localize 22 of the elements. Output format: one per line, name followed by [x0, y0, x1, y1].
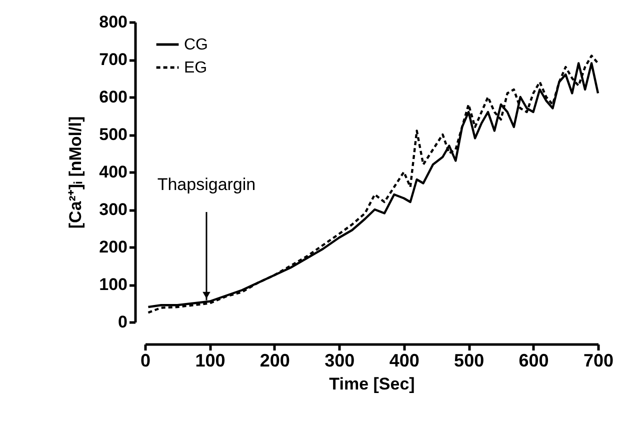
y-axis-title: [Ca²⁺]ᵢ [nMol/l]: [66, 116, 86, 229]
x-tick-label: 600: [518, 350, 549, 370]
x-tick-label: 200: [260, 350, 290, 370]
x-tick-label: 300: [324, 350, 355, 370]
y-tick-label: 800: [99, 12, 128, 32]
x-tick-label: 700: [583, 350, 614, 370]
x-tick-label: 500: [454, 350, 484, 370]
x-tick-label: 0: [140, 350, 151, 370]
y-tick-label: 500: [99, 125, 128, 144]
annotation: Thapsigargin: [157, 175, 256, 194]
y-tick-label: 700: [99, 50, 128, 69]
x-axis-title: Time [Sec]: [329, 374, 415, 394]
y-tick-label: 0: [118, 312, 128, 332]
x-tick-label: 100: [195, 350, 226, 370]
legend-label: EG: [184, 60, 208, 76]
y-tick-label: 300: [99, 200, 128, 219]
y-tick-label: 600: [99, 88, 128, 106]
y-tick-label: 400: [99, 162, 128, 182]
y-tick-label: 200: [99, 238, 128, 256]
y-tick-label: 100: [99, 275, 128, 294]
x-tick-label: 400: [389, 350, 420, 370]
legend-label: CG: [184, 36, 208, 54]
